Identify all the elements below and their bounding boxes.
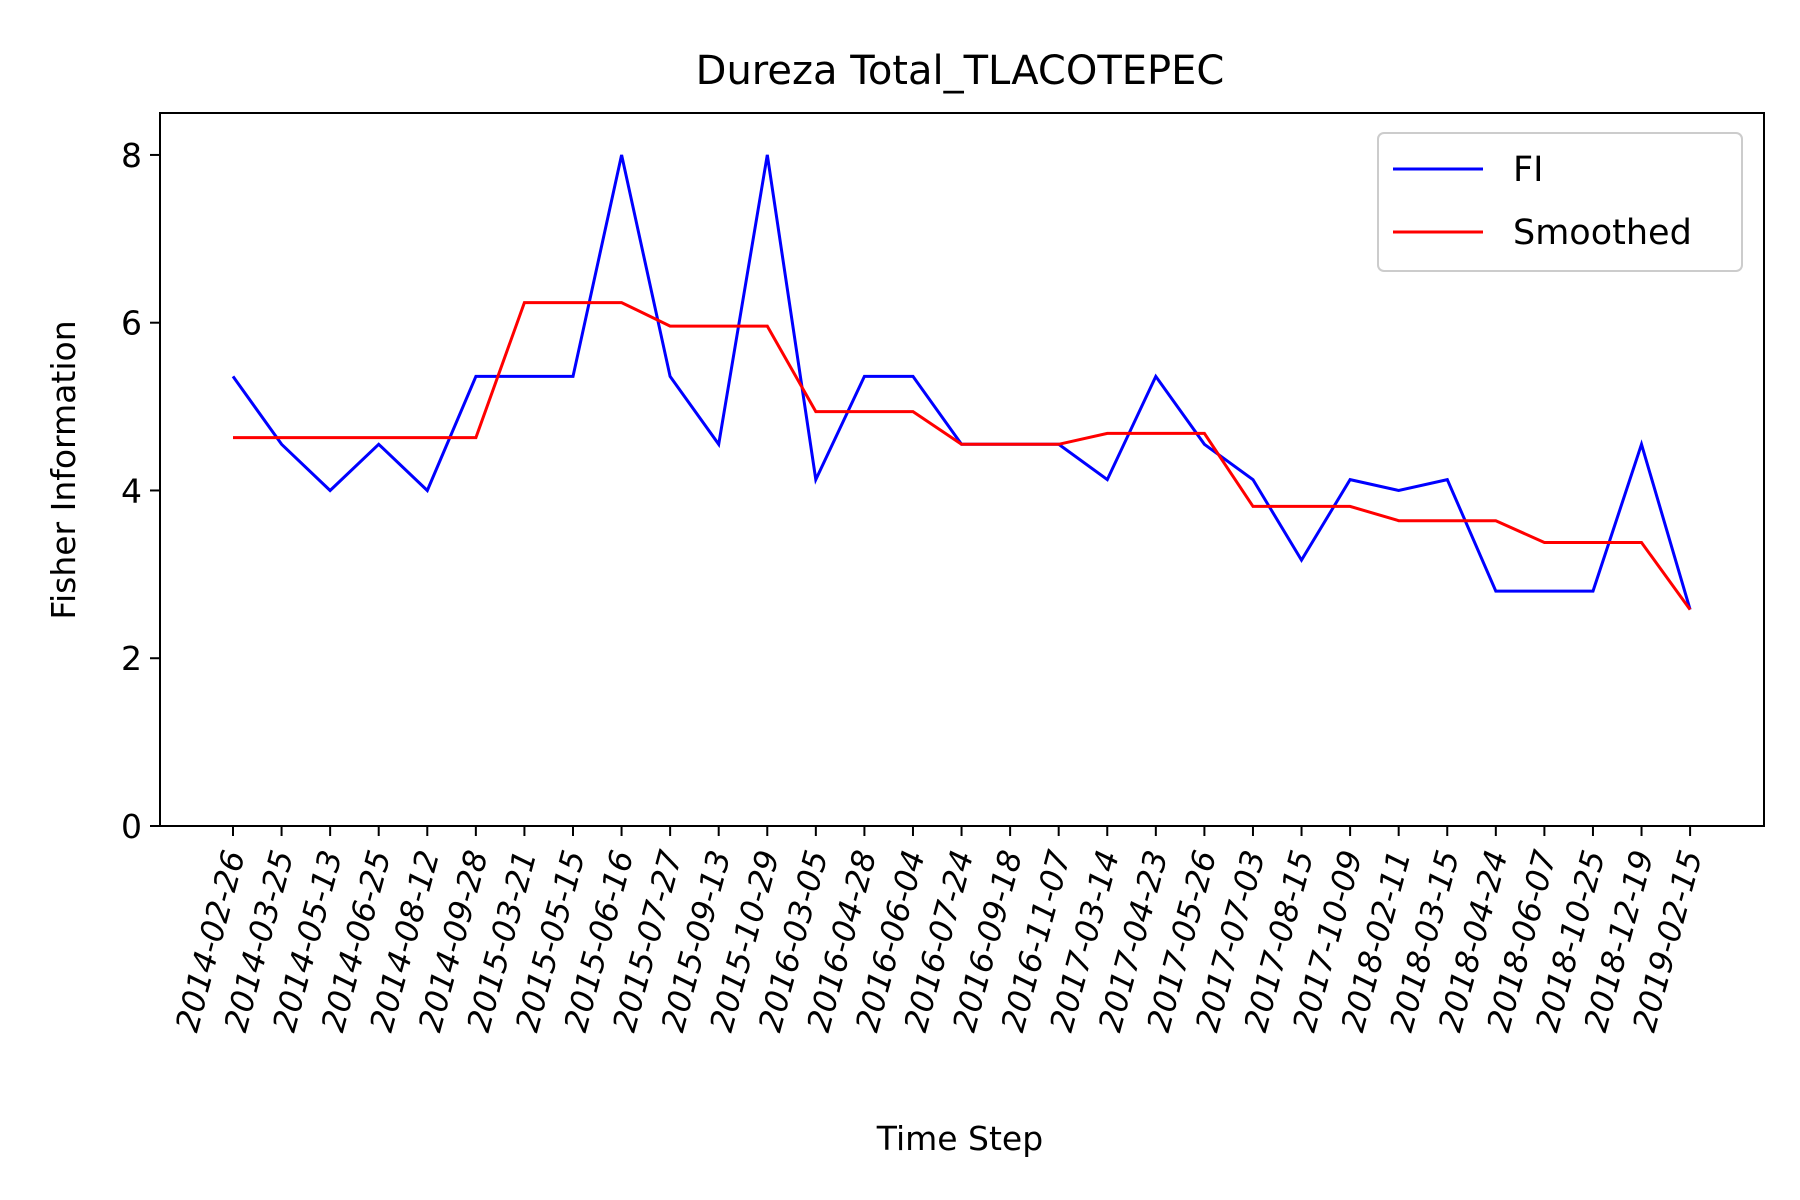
legend-label-smoothed: Smoothed: [1513, 213, 1692, 253]
y-tick-label: 2: [121, 639, 142, 678]
y-tick-label: 4: [121, 471, 142, 510]
y-axis-ticks: 0 2 4 6 8: [121, 136, 160, 846]
legend: FI Smoothed: [1377, 132, 1743, 272]
legend-label-fi: FI: [1513, 150, 1543, 190]
x-axis-label: Time Step: [876, 1119, 1043, 1158]
y-axis-label: Fisher Information: [44, 320, 83, 619]
y-tick-label: 6: [121, 304, 142, 343]
x-axis-ticks: 2014-02-262014-03-252014-05-132014-06-25…: [168, 826, 1710, 1036]
series-lines: [231, 154, 1692, 611]
y-tick-label: 0: [121, 807, 142, 846]
chart-title: Dureza Total_TLACOTEPEC: [696, 48, 1225, 94]
y-tick-label: 8: [121, 136, 142, 175]
series-line-smoothed: [233, 301, 1692, 611]
